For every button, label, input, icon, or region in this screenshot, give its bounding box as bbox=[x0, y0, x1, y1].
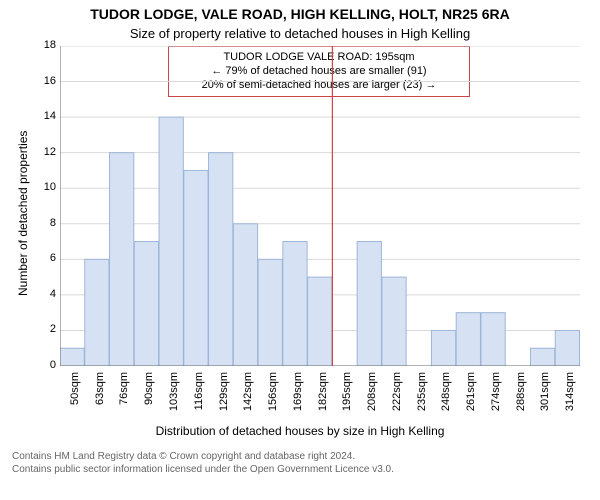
x-tick-label: 288sqm bbox=[515, 372, 527, 416]
x-tick-label: 156sqm bbox=[267, 372, 279, 416]
bar bbox=[530, 348, 554, 366]
x-tick-label: 76sqm bbox=[118, 372, 130, 416]
bar bbox=[283, 242, 307, 366]
x-tick-label: 314sqm bbox=[564, 372, 576, 416]
y-tick-label: 4 bbox=[26, 288, 56, 300]
y-tick-label: 12 bbox=[26, 146, 56, 158]
x-tick-label: 103sqm bbox=[168, 372, 180, 416]
bar bbox=[258, 259, 282, 366]
bar bbox=[233, 224, 257, 366]
bar bbox=[159, 117, 183, 366]
y-tick-label: 18 bbox=[26, 39, 56, 51]
chart-container: TUDOR LODGE, VALE ROAD, HIGH KELLING, HO… bbox=[0, 0, 600, 500]
y-tick-label: 6 bbox=[26, 252, 56, 264]
bar bbox=[555, 330, 579, 366]
y-tick-label: 10 bbox=[26, 181, 56, 193]
x-tick-label: 235sqm bbox=[416, 372, 428, 416]
bar bbox=[184, 170, 208, 366]
y-tick-label: 0 bbox=[26, 359, 56, 371]
x-tick-label: 248sqm bbox=[440, 372, 452, 416]
x-tick-label: 274sqm bbox=[490, 372, 502, 416]
x-tick-label: 169sqm bbox=[292, 372, 304, 416]
x-tick-label: 182sqm bbox=[317, 372, 329, 416]
x-tick-label: 222sqm bbox=[391, 372, 403, 416]
y-tick-label: 2 bbox=[26, 323, 56, 335]
bar bbox=[110, 153, 134, 366]
plot-svg bbox=[60, 46, 580, 366]
chart-title-line2: Size of property relative to detached ho… bbox=[0, 26, 600, 41]
footer-line1: Contains HM Land Registry data © Crown c… bbox=[12, 450, 394, 463]
plot-area bbox=[60, 46, 580, 366]
chart-title-line1: TUDOR LODGE, VALE ROAD, HIGH KELLING, HO… bbox=[0, 6, 600, 22]
bar bbox=[481, 313, 505, 366]
y-tick-label: 14 bbox=[26, 110, 56, 122]
bar bbox=[209, 153, 233, 366]
x-tick-label: 116sqm bbox=[193, 372, 205, 416]
x-axis-label: Distribution of detached houses by size … bbox=[0, 424, 600, 438]
y-tick-label: 16 bbox=[26, 75, 56, 87]
bar bbox=[431, 330, 455, 366]
footer-line2: Contains public sector information licen… bbox=[12, 463, 394, 476]
x-tick-label: 261sqm bbox=[465, 372, 477, 416]
bar bbox=[308, 277, 332, 366]
bar bbox=[85, 259, 109, 366]
bar bbox=[60, 348, 84, 366]
x-tick-label: 142sqm bbox=[242, 372, 254, 416]
bar bbox=[456, 313, 480, 366]
footer: Contains HM Land Registry data © Crown c… bbox=[12, 450, 394, 476]
bar bbox=[357, 242, 381, 366]
y-tick-label: 8 bbox=[26, 217, 56, 229]
bar bbox=[134, 242, 158, 366]
x-tick-label: 129sqm bbox=[218, 372, 230, 416]
x-tick-label: 301sqm bbox=[539, 372, 551, 416]
x-tick-label: 90sqm bbox=[143, 372, 155, 416]
x-tick-label: 195sqm bbox=[341, 372, 353, 416]
bar bbox=[382, 277, 406, 366]
x-tick-label: 50sqm bbox=[69, 372, 81, 416]
x-tick-label: 63sqm bbox=[94, 372, 106, 416]
x-tick-label: 208sqm bbox=[366, 372, 378, 416]
